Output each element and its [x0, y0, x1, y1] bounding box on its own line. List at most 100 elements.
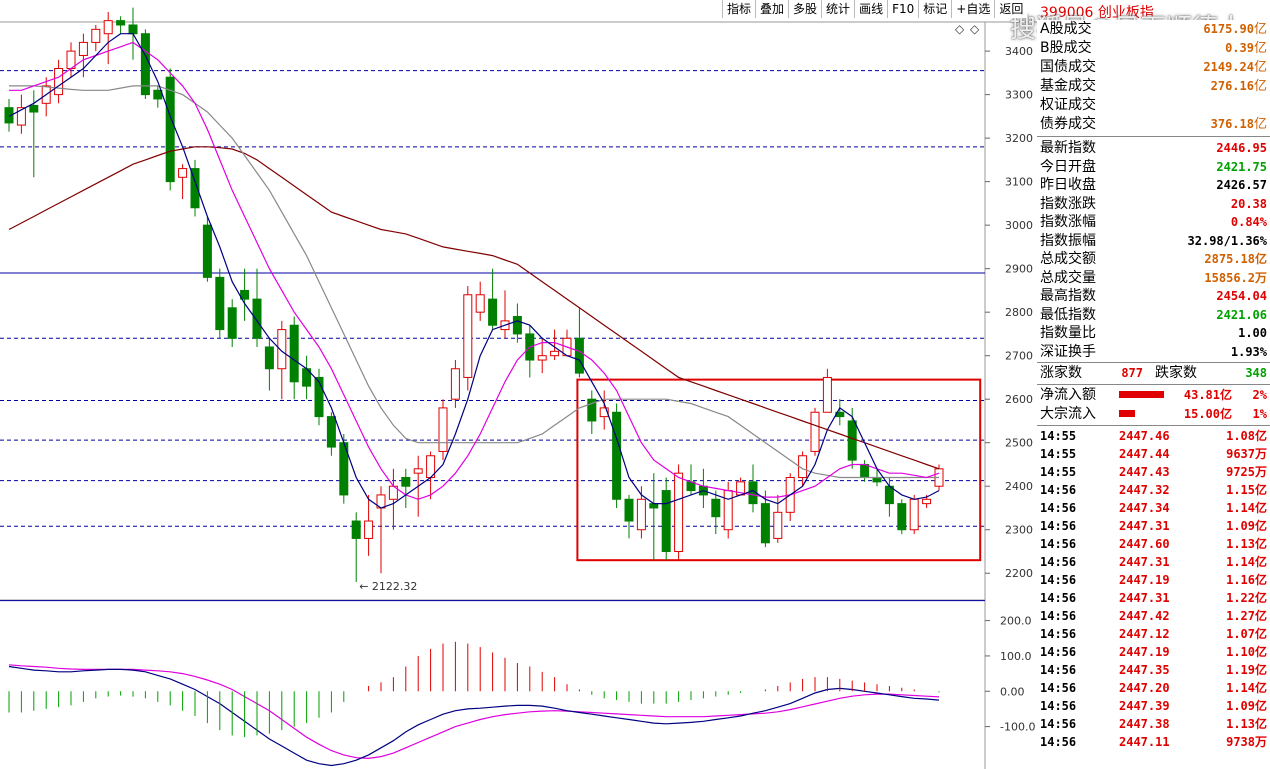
- tick-price: 2447.39: [1119, 699, 1170, 713]
- index-info-label: 深证换手: [1040, 343, 1096, 360]
- toolbar-button[interactable]: 返回: [994, 0, 1028, 18]
- toolbar-button[interactable]: 指标: [722, 0, 756, 18]
- index-info-row: 指数涨幅 0.84%: [1037, 213, 1270, 231]
- macd-dif-line: [8, 665, 940, 767]
- candle-body: [674, 472, 684, 552]
- toolbar-button[interactable]: +自选: [951, 0, 995, 18]
- quote-label: 国债成交: [1040, 59, 1096, 75]
- trade-tick-row: 14:56 2447.20 1.14亿: [1037, 679, 1270, 697]
- candle-body: [661, 490, 671, 552]
- trade-tick-row: 14:55 2447.43 9725万: [1037, 463, 1270, 481]
- candle-body: [488, 298, 498, 326]
- toolbar-button[interactable]: 多股: [788, 0, 822, 18]
- tick-time: 14:56: [1040, 681, 1077, 695]
- tick-price: 2447.12: [1119, 627, 1170, 641]
- tick-time: 14:55: [1040, 447, 1077, 461]
- index-info-label: 最高指数: [1040, 288, 1096, 304]
- toolbar-button[interactable]: 叠加: [755, 0, 789, 18]
- index-info-label: 指数量比: [1040, 325, 1096, 341]
- index-info-value: 2421.75: [1216, 159, 1267, 174]
- candle-body: [612, 411, 622, 500]
- flow-pct: 1%: [1252, 407, 1267, 421]
- macd-tick-label: -100.0: [1000, 721, 1035, 734]
- tick-price: 2447.32: [1119, 483, 1170, 497]
- index-info-row: 指数振幅 32.98/1.36%: [1037, 232, 1270, 250]
- panel-separator: [1037, 425, 1270, 426]
- price-tick-label: 2600: [1005, 393, 1033, 406]
- index-info-label: 指数涨跌: [1040, 195, 1096, 212]
- index-info-row: 总成交量 15856.2万: [1037, 269, 1270, 287]
- candle-body: [537, 355, 547, 361]
- panel-separator: [1037, 136, 1270, 137]
- candle-body: [760, 503, 770, 544]
- candle-body: [190, 168, 200, 209]
- tick-time: 14:56: [1040, 717, 1077, 731]
- candle-body: [91, 28, 101, 43]
- index-info-row: 今日开盘 2421.75: [1037, 158, 1270, 176]
- index-info-value: 2426.57: [1216, 178, 1267, 192]
- candle-body: [450, 368, 460, 400]
- index-info-row: 总成交额 2875.18亿: [1037, 250, 1270, 268]
- index-code-title: 399006 创业板指: [1040, 5, 1154, 21]
- candle-body: [54, 68, 64, 96]
- candle-body: [587, 398, 597, 422]
- toolbar-button[interactable]: 画线: [854, 0, 888, 18]
- candle-body: [860, 463, 870, 479]
- candle-body: [649, 503, 659, 509]
- tick-time: 14:56: [1040, 537, 1077, 551]
- candle-body: [463, 294, 473, 378]
- toolbar-button[interactable]: 标记: [918, 0, 952, 18]
- tick-time: 14:56: [1040, 573, 1077, 587]
- toolbar-button[interactable]: F10: [887, 0, 919, 18]
- index-info-row: 昨日收盘 2426.57: [1037, 176, 1270, 194]
- tick-volume: 1.10亿: [1226, 645, 1267, 659]
- quote-unit: 亿: [1253, 79, 1267, 94]
- tick-volume: 1.15亿: [1226, 483, 1267, 497]
- index-info-value: 2454.04: [1216, 289, 1267, 303]
- index-info-value: 20.38: [1230, 196, 1267, 211]
- tick-volume: 1.16亿: [1226, 573, 1267, 587]
- candle-body: [153, 89, 163, 100]
- quote-label: 债券成交: [1040, 116, 1096, 132]
- candle-body: [351, 520, 361, 539]
- tick-price: 2447.20: [1119, 681, 1170, 695]
- quote-number: 0.39: [1225, 41, 1254, 55]
- tick-price: 2447.35: [1119, 663, 1170, 677]
- trade-tick-row: 14:56 2447.12 1.07亿: [1037, 625, 1270, 643]
- candle-body: [78, 41, 88, 56]
- up-count-label: 涨家数: [1040, 365, 1082, 381]
- trade-tick-row: 14:56 2447.31 1.09亿: [1037, 517, 1270, 535]
- quote-panel: A股成交 6175.90亿 B股成交 0.39亿 国债成交 2149.24亿 基金成交 276…: [1037, 20, 1270, 769]
- flow-label: 大宗流入: [1040, 406, 1096, 422]
- tick-volume: 1.09亿: [1226, 699, 1267, 713]
- index-info-value: 2446.95: [1216, 141, 1267, 155]
- candle-body: [29, 104, 39, 113]
- quote-value: 0.39亿: [1225, 39, 1267, 58]
- tick-time: 14:56: [1040, 483, 1077, 497]
- candle-body: [897, 503, 907, 531]
- index-info-value: 32.98/1.36%: [1187, 233, 1267, 248]
- index-info-row: 最低指数 2421.06: [1037, 306, 1270, 324]
- price-tick-label: 3400: [1005, 45, 1033, 58]
- index-info-row: 深证换手 1.93%: [1037, 343, 1270, 361]
- index-info-value: 1.93%: [1230, 344, 1267, 359]
- flow-value: 15.00亿: [1183, 407, 1232, 421]
- top-toolbar: 指标 叠加 多股 统计 画线 F10 标记 +自选 返回: [722, 0, 1028, 19]
- candle-body: [847, 420, 857, 461]
- index-info-value: 15856.2万: [1204, 270, 1267, 285]
- candle-body: [277, 329, 287, 370]
- candle-body: [599, 407, 609, 418]
- tick-price: 2447.46: [1119, 429, 1170, 443]
- tick-volume: 1.22亿: [1226, 591, 1267, 605]
- kline-chart-area[interactable]: 3400 3300 3200 3100 3000 2900 2800 2700 2600 2500…: [0, 0, 1037, 769]
- candle-body: [178, 168, 188, 178]
- quote-unit: 亿: [1253, 60, 1267, 75]
- flow-bar: [1119, 410, 1135, 417]
- quote-value: 276.16亿: [1211, 77, 1267, 96]
- tick-volume: 1.08亿: [1226, 429, 1267, 443]
- toolbar-button[interactable]: 统计: [821, 0, 855, 18]
- index-info-row: 指数量比 1.00: [1037, 324, 1270, 342]
- macd-tick-label: 200.0: [1000, 615, 1032, 628]
- quote-row: 国债成交 2149.24亿: [1037, 58, 1270, 76]
- price-tick-label: 2400: [1005, 480, 1033, 493]
